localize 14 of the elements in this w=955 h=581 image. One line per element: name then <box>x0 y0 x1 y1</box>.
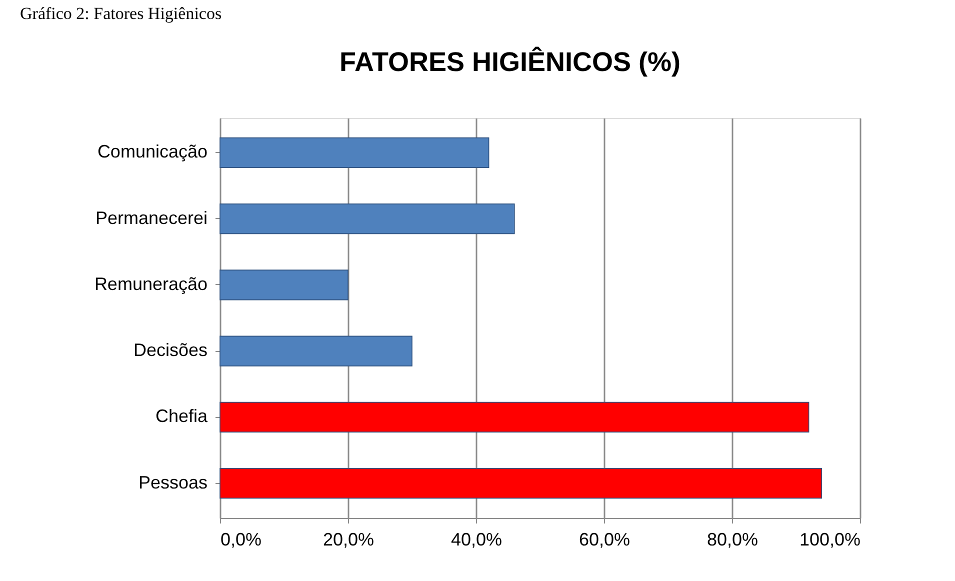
y-tick-label: Remuneração <box>94 274 208 294</box>
y-tick-label: Chefia <box>155 406 208 426</box>
y-tick-label: Permanecerei <box>95 208 208 228</box>
chart-title: FATORES HIGIÊNICOS (%) <box>339 46 681 77</box>
x-tick-label: 60,0% <box>578 530 630 550</box>
x-tick-label: 100,0% <box>799 530 860 550</box>
x-tick-label: 20,0% <box>322 530 374 550</box>
y-tick-label: Decisões <box>133 340 208 360</box>
x-tick-label: 40,0% <box>450 530 502 550</box>
x-tick-label: 80,0% <box>706 530 758 550</box>
y-tick-label: Pessoas <box>138 472 208 492</box>
x-tick-label: 0,0% <box>220 530 262 550</box>
text: Gráfico 2: Fatores Higiênicos <box>20 4 222 23</box>
y-tick-label: Comunicação <box>97 142 208 162</box>
